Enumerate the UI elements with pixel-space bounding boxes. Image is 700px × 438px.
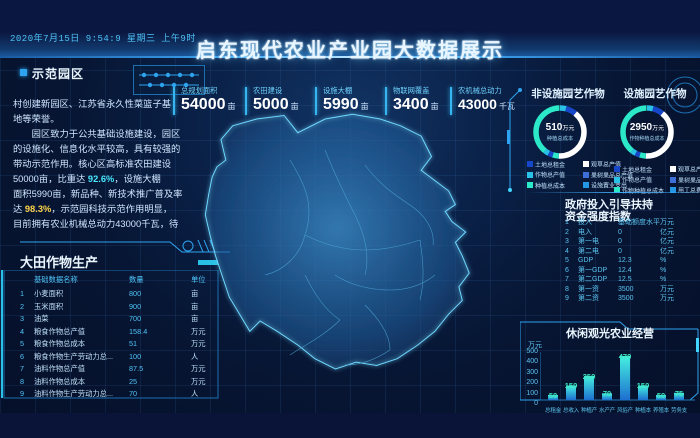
svg-text:种植总成本: 种植总成本 bbox=[547, 134, 574, 142]
svg-text:2950万元: 2950万元 bbox=[630, 122, 664, 133]
svg-text:作物种植总成本: 作物种植总成本 bbox=[629, 135, 664, 142]
svg-text:510万元: 510万元 bbox=[546, 122, 575, 133]
